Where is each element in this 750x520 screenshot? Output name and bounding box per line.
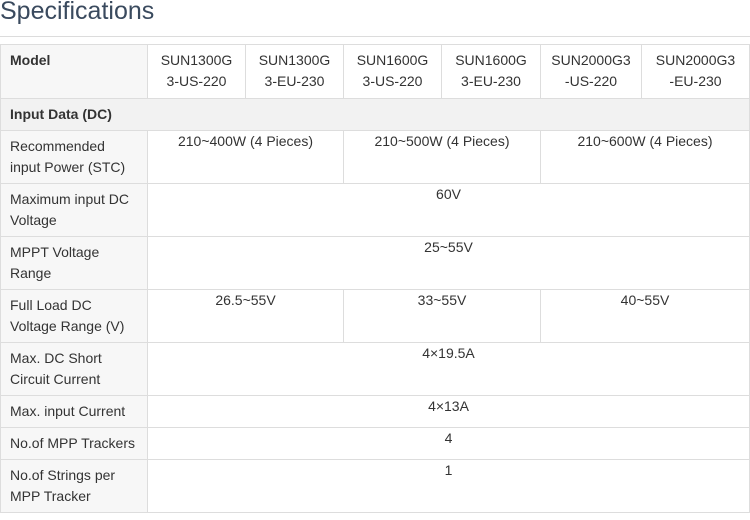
row-value: 4×13A [147,395,750,428]
table-row: Max. input Current 4×13A [0,395,750,428]
row-value: 4×19.5A [147,342,750,396]
table-row: Recommended input Power (STC) 210~400W (4… [0,130,750,184]
model-header-cell: SUN2000G3 -EU-230 [641,44,750,99]
section-title: Input Data (DC) [0,98,750,131]
row-value: 210~500W (4 Pieces) [343,130,541,184]
row-value: 210~600W (4 Pieces) [540,130,750,184]
row-value: 210~400W (4 Pieces) [147,130,344,184]
row-value: 40~55V [540,289,750,343]
row-label: Maximum input DC Voltage [0,183,148,237]
model-header-row: Model SUN1300G 3-US-220 SUN1300G 3-EU-230 … [0,44,750,99]
model-header-cell: SUN2000G3 -US-220 [540,44,642,99]
table-row: Max. DC Short Circuit Current 4×19.5A [0,342,750,396]
row-value: 33~55V [343,289,541,343]
row-value: 26.5~55V [147,289,344,343]
page-title: Specifications [0,0,155,25]
row-value: 4 [147,427,750,460]
model-header-label: Model [0,44,148,99]
row-label: Max. input Current [0,395,148,428]
row-label: Max. DC Short Circuit Current [0,342,148,396]
model-header-cell: SUN1600G 3-EU-230 [441,44,541,99]
section-row: Input Data (DC) [0,98,750,131]
row-label: No.of MPP Trackers [0,427,148,460]
title-divider [0,36,750,37]
row-label: Recommended input Power (STC) [0,130,148,184]
model-header-cell: SUN1300G 3-US-220 [147,44,246,99]
specifications-table: Model SUN1300G 3-US-220 SUN1300G 3-EU-230 … [0,44,750,513]
table-row: MPPT Voltage Range 25~55V [0,236,750,290]
model-header-cell: SUN1600G 3-US-220 [343,44,442,99]
table-row: Full Load DC Voltage Range (V) 26.5~55V 3… [0,289,750,343]
row-value: 1 [147,459,750,513]
model-header-cell: SUN1300G 3-EU-230 [245,44,344,99]
table-row: No.of Strings per MPP Tracker 1 [0,459,750,513]
row-label: No.of Strings per MPP Tracker [0,459,148,513]
row-label: MPPT Voltage Range [0,236,148,290]
table-row: Maximum input DC Voltage 60V [0,183,750,237]
table-row: No.of MPP Trackers 4 [0,427,750,460]
row-value: 60V [147,183,750,237]
row-value: 25~55V [147,236,750,290]
row-label: Full Load DC Voltage Range (V) [0,289,148,343]
